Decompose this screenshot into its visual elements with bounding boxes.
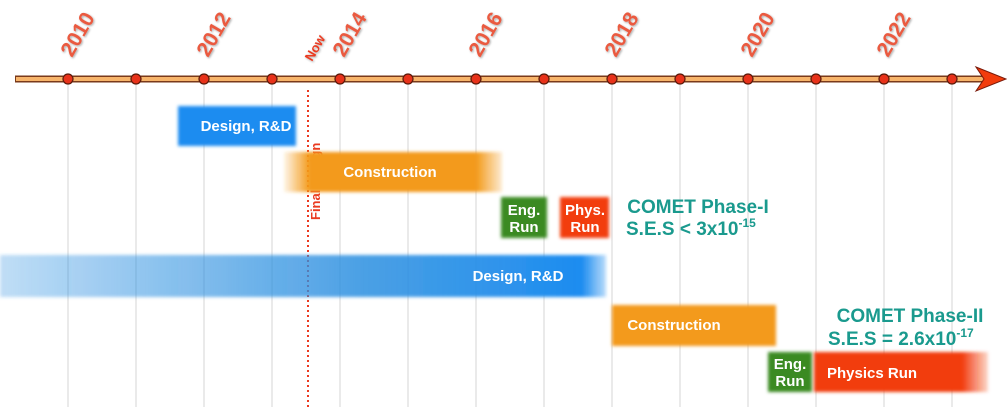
ses-base: S.E.S = 2.6x10 xyxy=(828,329,956,350)
time-axis xyxy=(15,65,1007,93)
eng-run-bar xyxy=(768,352,812,392)
year-dot xyxy=(334,73,346,85)
eng-run-bar xyxy=(501,197,547,238)
ses-text: S.E.S < 3x10-15 xyxy=(626,216,756,240)
design-bar xyxy=(178,106,296,146)
bar-label: Run xyxy=(570,219,599,236)
axis-arrow xyxy=(974,65,1007,93)
physics-run-bar xyxy=(814,352,988,392)
ses-base: S.E.S < 3x10 xyxy=(626,219,739,240)
bar-label: Construction xyxy=(343,164,436,181)
year-dot xyxy=(810,73,822,85)
bar-label: Design, R&D xyxy=(201,118,292,135)
bar-label: Phys. xyxy=(565,202,605,219)
construction-bar xyxy=(284,152,502,192)
year-dot xyxy=(878,73,890,85)
year-label: 2022 xyxy=(872,9,915,61)
year-dot xyxy=(130,73,142,85)
year-label: 2016 xyxy=(464,9,507,61)
ses-exponent: -17 xyxy=(956,326,974,340)
year-dot xyxy=(402,73,414,85)
construction-bar xyxy=(612,305,776,346)
year-label: 2020 xyxy=(736,9,779,61)
phys-run-bar xyxy=(560,197,609,238)
ses-text: S.E.S = 2.6x10-17 xyxy=(828,326,974,350)
bar-label: Eng. xyxy=(508,202,541,219)
bar-label: Eng. xyxy=(774,356,807,373)
year-dot xyxy=(62,73,74,85)
year-dot xyxy=(606,73,618,85)
design-bar xyxy=(0,255,606,297)
bar-label: Physics Run xyxy=(827,365,917,382)
bar-label: Construction xyxy=(627,317,720,334)
phase-1: Design, R&D Construction Eng. Run Phys. … xyxy=(178,106,769,240)
year-dot xyxy=(538,73,550,85)
year-dot xyxy=(470,73,482,85)
year-label: 2010 xyxy=(56,9,99,61)
year-dot xyxy=(674,73,686,85)
now-label: Now xyxy=(302,31,329,63)
bar-label: Run xyxy=(509,219,538,236)
phase-title: COMET Phase-I xyxy=(627,197,768,218)
year-label: 2018 xyxy=(600,8,643,60)
year-label: 2014 xyxy=(328,8,371,60)
year-dot xyxy=(742,73,754,85)
year-label: 2012 xyxy=(192,9,235,61)
ses-exponent: -15 xyxy=(739,216,757,230)
phase-title: COMET Phase-II xyxy=(837,306,984,327)
year-dot xyxy=(946,73,958,85)
bar-label: Run xyxy=(775,373,804,390)
year-dot xyxy=(266,73,278,85)
year-dot xyxy=(198,73,210,85)
phase-2: Design, R&D Construction Eng. Run Physic… xyxy=(0,255,988,392)
bar-label: Design, R&D xyxy=(473,268,564,285)
